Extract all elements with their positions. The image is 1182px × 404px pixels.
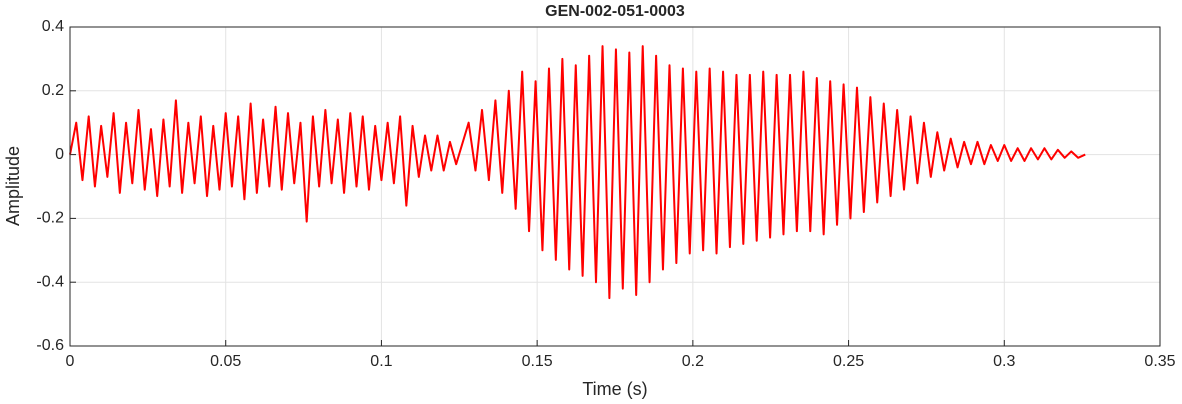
y-tick-label: -0.2	[36, 210, 64, 227]
x-axis-label: Time (s)	[582, 379, 647, 399]
y-tick-label: -0.6	[36, 337, 64, 354]
x-tick-label: 0.05	[210, 353, 241, 370]
x-tick-label: 0.35	[1144, 353, 1175, 370]
chart-title: GEN-002-051-0003	[545, 3, 685, 20]
x-tick-label: 0.15	[522, 353, 553, 370]
x-tick-label: 0.25	[833, 353, 864, 370]
y-tick-label: 0.2	[42, 82, 64, 99]
y-tick-label: 0	[55, 146, 64, 163]
x-tick-label: 0.1	[370, 353, 392, 370]
y-tick-label: -0.4	[36, 273, 64, 290]
x-tick-label: 0.3	[993, 353, 1015, 370]
x-tick-label: 0.2	[682, 353, 704, 370]
x-tick-label: 0	[66, 353, 75, 370]
y-axis-label: Amplitude	[3, 146, 23, 226]
axes-box	[69, 26, 1161, 347]
y-tick-label: 0.4	[42, 18, 64, 35]
waveform-line	[69, 45, 1086, 300]
